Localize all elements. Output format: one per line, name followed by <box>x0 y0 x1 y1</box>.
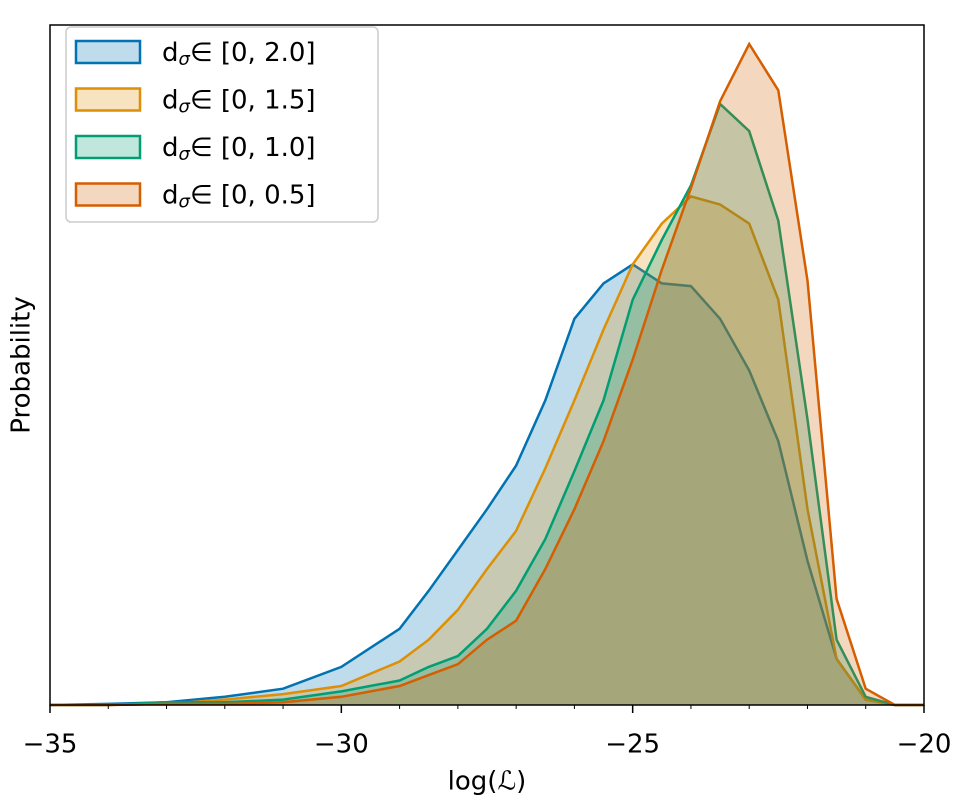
legend-label: dσ∈ [0, 0.5] <box>162 180 316 213</box>
legend-label: dσ∈ [0, 1.0] <box>162 133 316 166</box>
area-fill <box>50 44 924 705</box>
area-line <box>50 195 924 707</box>
plot-frame <box>49 24 925 706</box>
x-axis-label: log(ℒ) <box>448 767 527 797</box>
legend-swatch <box>74 182 142 207</box>
legend-swatch <box>74 39 142 65</box>
legend-label: dσ∈ [0, 1.5] <box>162 85 316 118</box>
x-tick-label: −20 <box>897 730 952 760</box>
area-line <box>50 101 924 707</box>
legend-swatch <box>74 134 142 160</box>
legend-label: dσ∈ [0, 2.0] <box>162 38 316 71</box>
legend: dσ∈ [0, 2.0] dσ∈ [0, 1.5] dσ∈ [0, 1.0] dσ∈ … <box>65 26 379 223</box>
area-fill <box>50 196 924 705</box>
legend-box <box>65 26 379 223</box>
x-tick-label: −25 <box>605 730 660 760</box>
x-tick-label: −35 <box>23 730 78 760</box>
x-tick-label: −30 <box>314 730 369 760</box>
area-fill <box>50 264 924 705</box>
y-axis-label: Probability <box>7 296 37 433</box>
area-fill <box>50 103 924 705</box>
legend-swatch <box>74 87 142 112</box>
area-line <box>50 41 924 707</box>
area-line <box>49 262 924 707</box>
